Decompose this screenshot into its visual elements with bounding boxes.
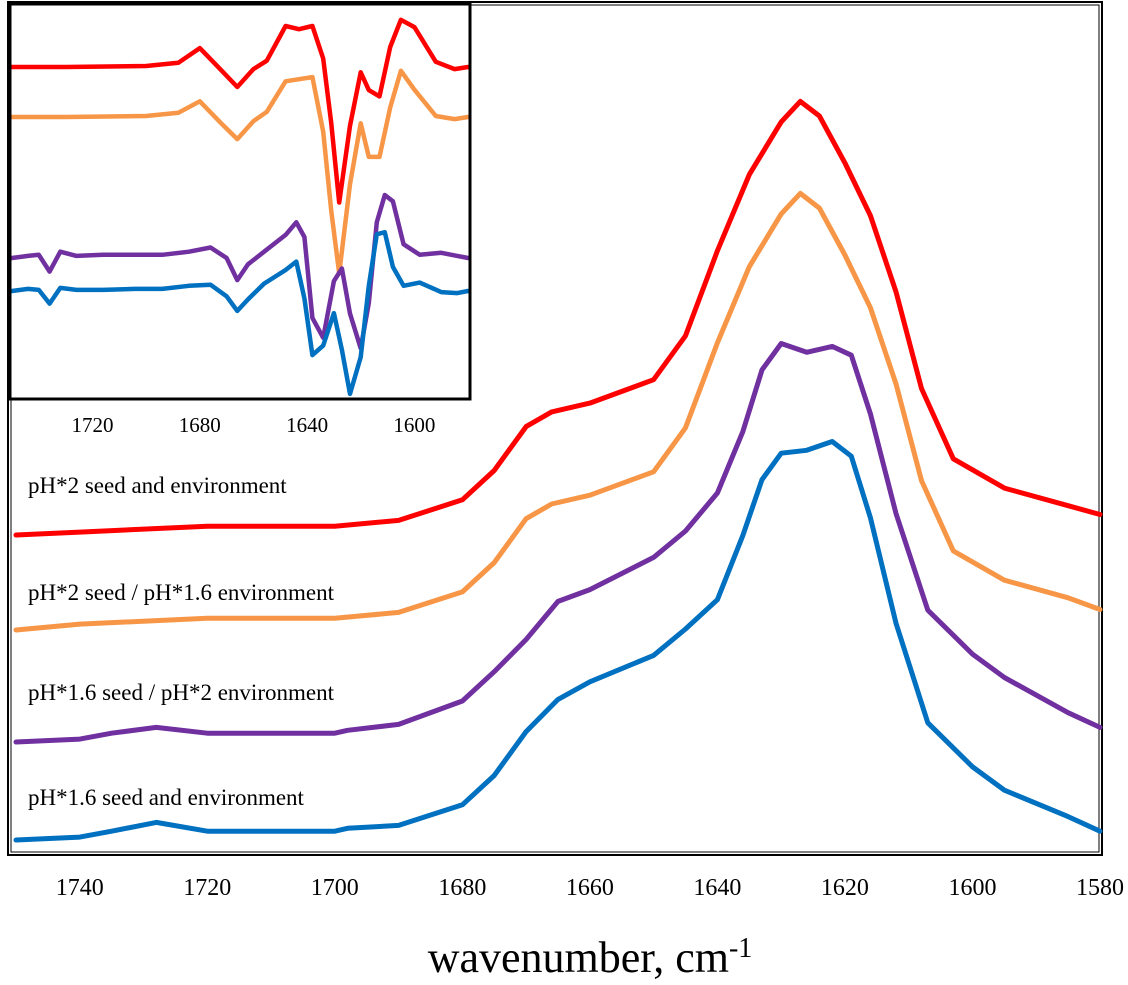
series-label-ph-1-6-seed-and-environment: pH*1.6 seed and environment (28, 785, 305, 810)
x-tick-label-1640: 1640 (693, 875, 741, 901)
inset-x-tick-label-1600: 1600 (393, 413, 435, 437)
x-tick-label-1740: 1740 (56, 875, 104, 901)
main-plot-frame (7, 1, 1103, 856)
x-tick-label-1620: 1620 (821, 875, 869, 901)
inset-x-tick-label-1720: 1720 (72, 413, 114, 437)
inset-series-line-3 (9, 192, 471, 351)
inset-background (10, 4, 470, 399)
x-tick-label-1580: 1580 (1076, 875, 1124, 901)
x-axis-title-text: wavenumber, cm (428, 933, 729, 982)
series-line-ph-1-6-seed-ph-2-environment (13, 341, 1103, 745)
x-tick-label-1660: 1660 (566, 875, 614, 901)
inset-panel: 1720 1680 1640 1600 (8, 2, 472, 437)
inset-x-tick-label-1640: 1640 (286, 413, 328, 437)
x-axis-title-superscript: -1 (729, 933, 752, 964)
inset-frame (8, 2, 472, 401)
main-x-tick-labels: 1740 1720 1700 1680 1660 1640 1620 1600 1580 (56, 875, 1124, 901)
main-plot-frame-inner (10, 4, 1100, 853)
x-tick-label-1680: 1680 (438, 875, 486, 901)
x-tick-label-1600: 1600 (949, 875, 997, 901)
main-series-labels: pH*2 seed and environment pH*2 seed / pH*… (28, 473, 335, 810)
series-label-ph-1-6-seed-ph-2-environment: pH*1.6 seed / pH*2 environment (28, 680, 335, 705)
series-label-ph-2-seed-ph-1-6-environment: pH*2 seed / pH*1.6 environment (28, 580, 335, 605)
inset-x-tick-label-1680: 1680 (179, 413, 221, 437)
inset-series-group (9, 17, 471, 397)
inset-series-line-2 (9, 68, 471, 276)
x-axis-title: wavenumber, cm-1 (428, 933, 753, 983)
series-line-ph-2-seed-ph-1-6-environment (13, 190, 1103, 633)
series-line-ph-1-6-seed-and-environment (13, 439, 1103, 843)
series-label-ph-2-seed-and-environment: pH*2 seed and environment (28, 473, 287, 498)
x-tick-label-1720: 1720 (183, 875, 231, 901)
inset-series-line-1 (9, 17, 471, 205)
series-line-ph-2-seed-and-environment (13, 98, 1103, 538)
main-series-group (13, 98, 1103, 843)
inset-x-tick-labels: 1720 1680 1640 1600 (72, 413, 436, 437)
inset-series-line-4 (9, 229, 471, 397)
x-tick-label-1700: 1700 (311, 875, 359, 901)
